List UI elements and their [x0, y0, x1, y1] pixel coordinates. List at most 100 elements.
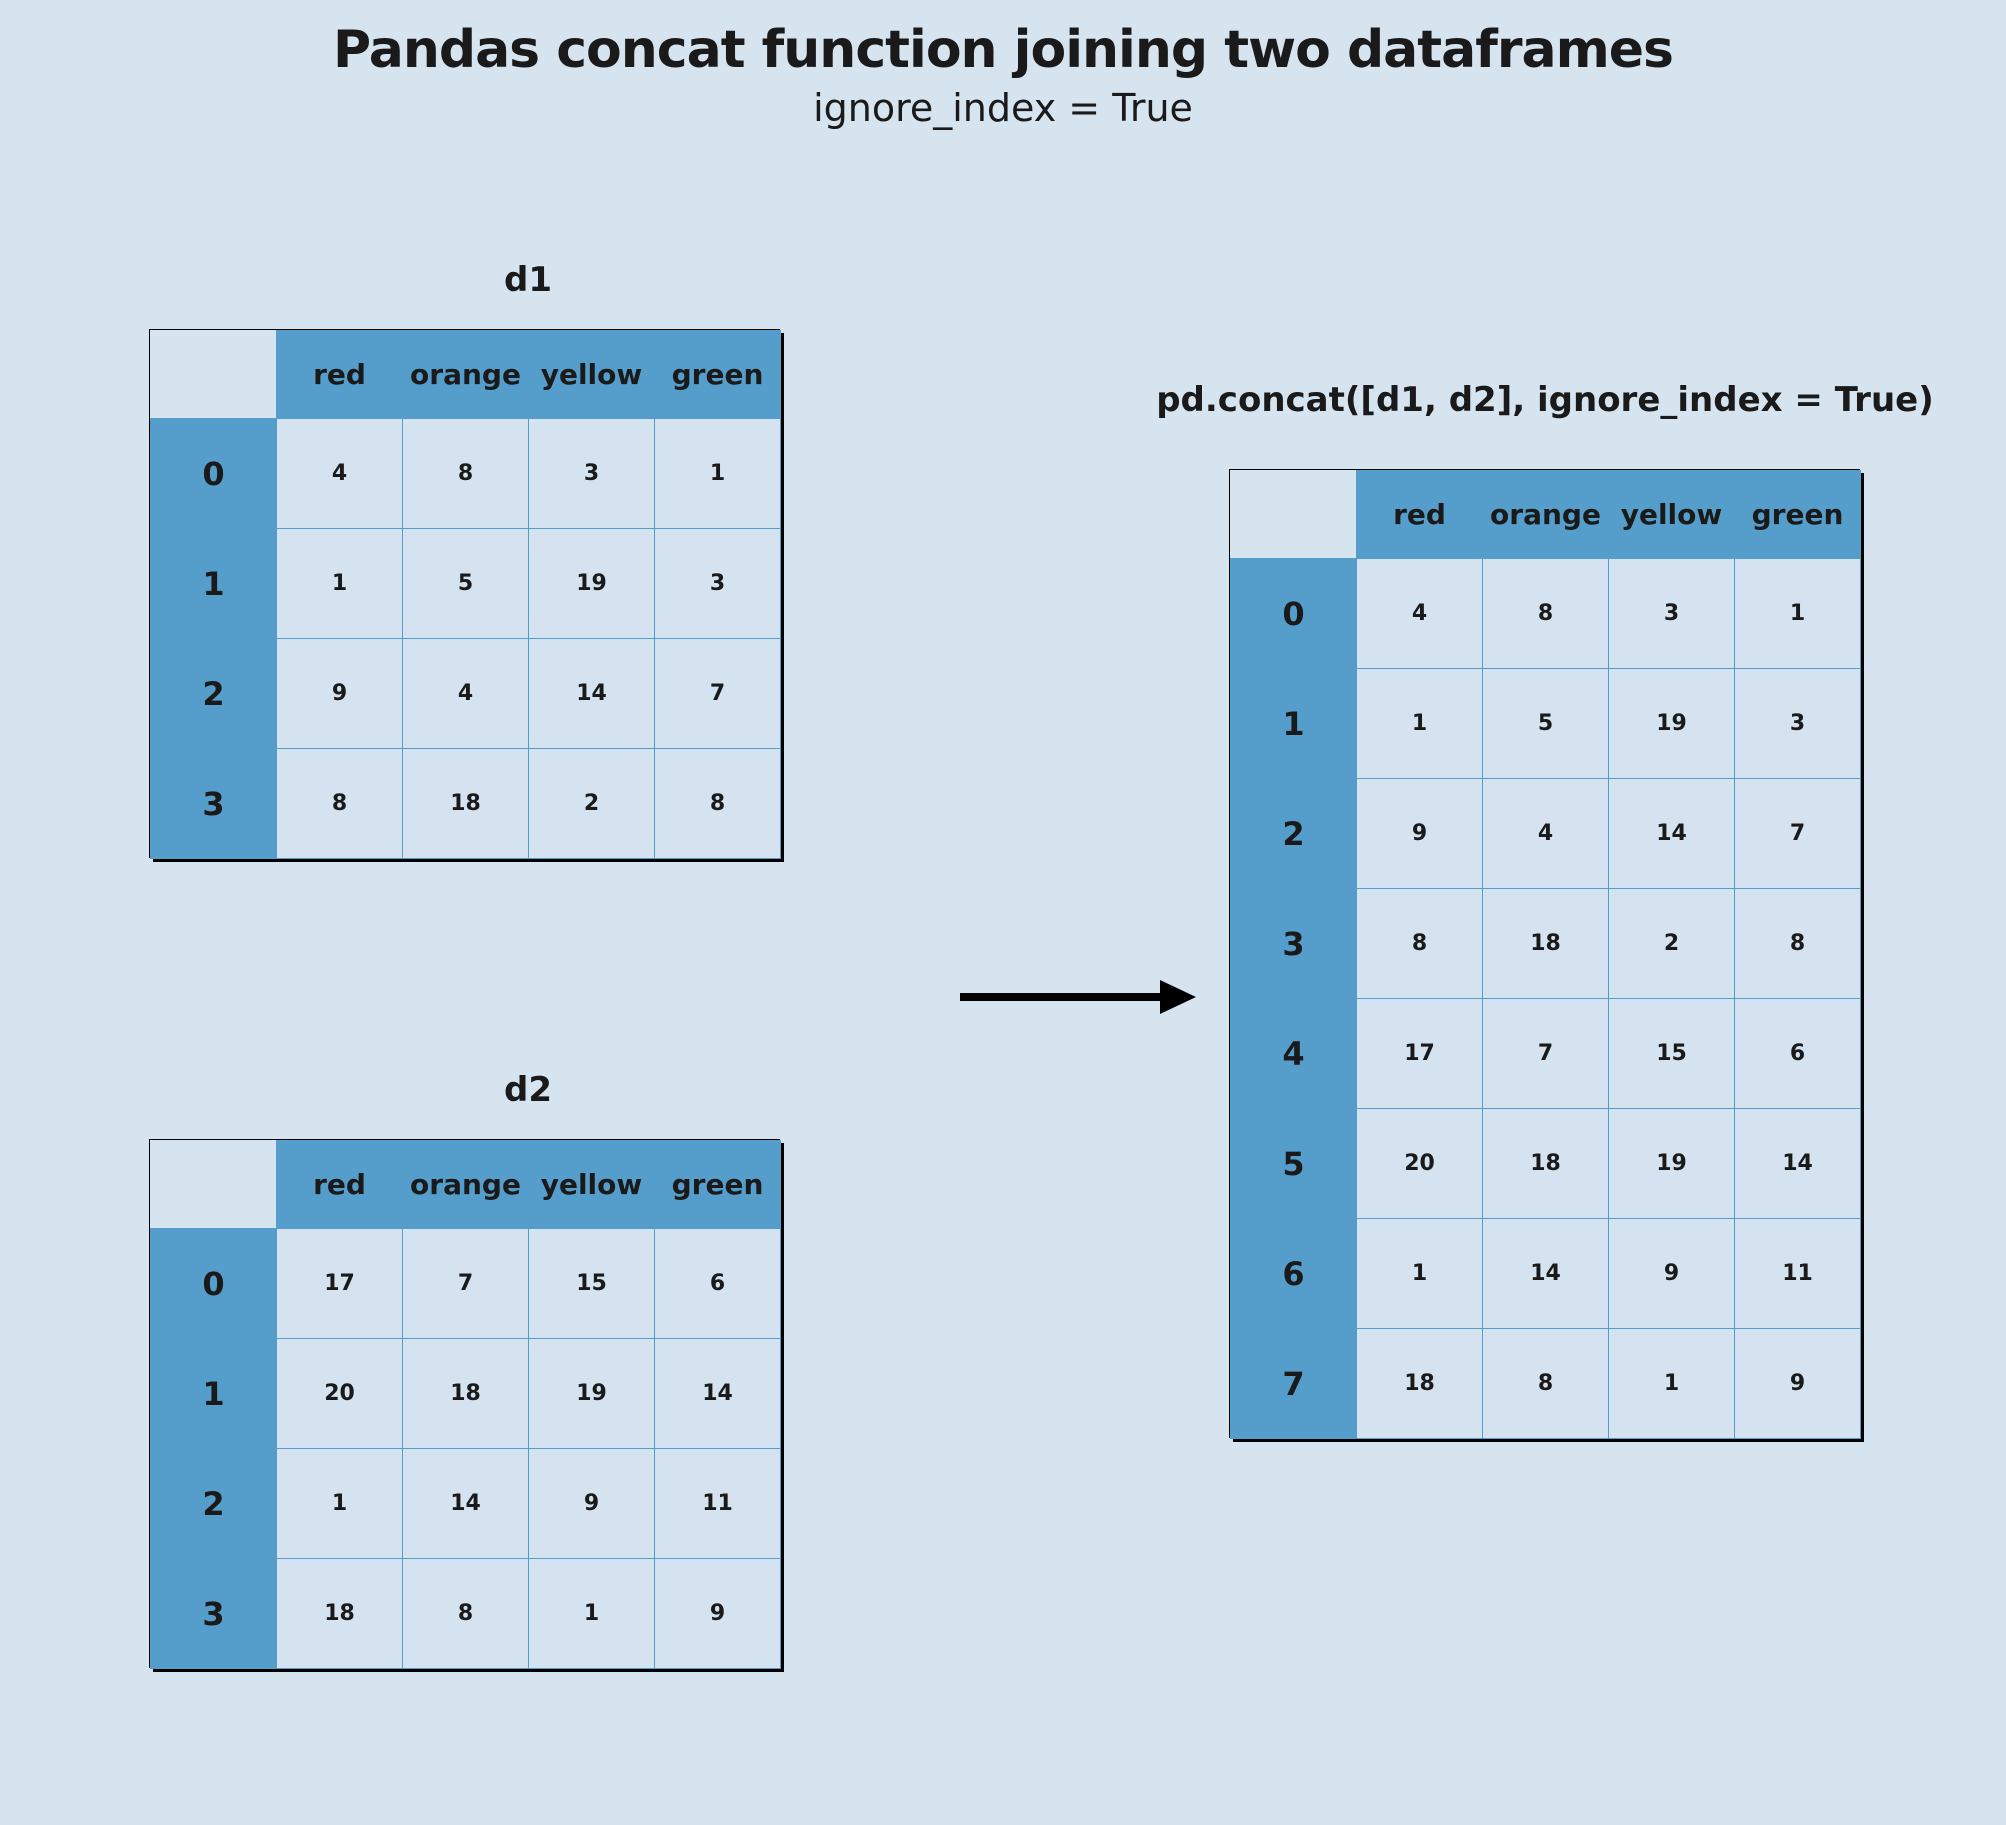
table-cell: 18: [277, 1559, 403, 1669]
table-cell: 11: [655, 1449, 781, 1559]
table-cell: 9: [277, 639, 403, 749]
table-row: 718819: [1231, 1329, 1861, 1439]
table-cell: 9: [529, 1449, 655, 1559]
table-cell: 8: [1735, 889, 1861, 999]
table-cell: 7: [1735, 779, 1861, 889]
row-index: 0: [151, 1229, 277, 1339]
table-cell: 1: [655, 419, 781, 529]
table-cell: 1: [277, 529, 403, 639]
dataframe-result-label: pd.concat([d1, d2], ignore_index = True): [1110, 380, 1980, 420]
table-row: 294147: [1231, 779, 1861, 889]
table-cell: 15: [1609, 999, 1735, 1109]
table-row: 294147: [151, 639, 781, 749]
table-cell: 9: [1609, 1219, 1735, 1329]
table-cell: 18: [403, 1339, 529, 1449]
table-cell: 19: [1609, 669, 1735, 779]
table-cell: 18: [1357, 1329, 1483, 1439]
table-cell: 8: [403, 419, 529, 529]
table-cell: 17: [1357, 999, 1483, 1109]
table-row: 381828: [151, 749, 781, 859]
table-cell: 6: [1735, 999, 1861, 1109]
table-row: 381828: [1231, 889, 1861, 999]
dataframe-d2: d2 redorangeyellowgreen01771561201819142…: [150, 1070, 781, 1669]
row-index: 7: [1231, 1329, 1357, 1439]
table-corner: [151, 331, 277, 419]
table-cell: 3: [1609, 559, 1735, 669]
column-header: red: [1357, 471, 1483, 559]
dataframe-d2-label: d2: [150, 1070, 780, 1110]
dataframe-d1-table: redorangeyellowgreen04831115193294147381…: [150, 330, 781, 859]
table-cell: 18: [1483, 889, 1609, 999]
table-cell: 3: [655, 529, 781, 639]
table-row: 120181914: [151, 1339, 781, 1449]
arrow-icon: [960, 975, 1196, 1019]
table-cell: 14: [1735, 1109, 1861, 1219]
table-row: 04831: [151, 419, 781, 529]
row-index: 1: [151, 529, 277, 639]
table-row: 6114911: [1231, 1219, 1861, 1329]
table-cell: 2: [1609, 889, 1735, 999]
table-cell: 1: [277, 1449, 403, 1559]
table-cell: 8: [403, 1559, 529, 1669]
row-index: 3: [1231, 889, 1357, 999]
column-header: green: [655, 331, 781, 419]
table-cell: 1: [529, 1559, 655, 1669]
table-cell: 8: [1483, 1329, 1609, 1439]
dataframe-d2-table: redorangeyellowgreen01771561201819142114…: [150, 1140, 781, 1669]
column-header: green: [1735, 471, 1861, 559]
column-header: red: [277, 1141, 403, 1229]
table-cell: 17: [277, 1229, 403, 1339]
table-cell: 14: [655, 1339, 781, 1449]
table-cell: 20: [277, 1339, 403, 1449]
table-cell: 9: [1357, 779, 1483, 889]
column-header: red: [277, 331, 403, 419]
table-cell: 7: [655, 639, 781, 749]
table-cell: 19: [1609, 1109, 1735, 1219]
table-cell: 5: [403, 529, 529, 639]
table-cell: 4: [277, 419, 403, 529]
table-cell: 19: [529, 529, 655, 639]
table-cell: 8: [1357, 889, 1483, 999]
table-row: 2114911: [151, 1449, 781, 1559]
dataframe-d1-label: d1: [150, 260, 780, 300]
table-cell: 4: [1483, 779, 1609, 889]
table-row: 0177156: [151, 1229, 781, 1339]
table-cell: 11: [1735, 1219, 1861, 1329]
table-cell: 14: [403, 1449, 529, 1559]
table-cell: 1: [1735, 559, 1861, 669]
table-cell: 9: [1735, 1329, 1861, 1439]
column-header: orange: [403, 331, 529, 419]
table-cell: 4: [1357, 559, 1483, 669]
column-header: yellow: [1609, 471, 1735, 559]
table-corner: [151, 1141, 277, 1229]
row-index: 5: [1231, 1109, 1357, 1219]
table-cell: 14: [529, 639, 655, 749]
column-header: orange: [403, 1141, 529, 1229]
table-cell: 7: [1483, 999, 1609, 1109]
table-cell: 8: [655, 749, 781, 859]
table-row: 520181914: [1231, 1109, 1861, 1219]
table-row: 04831: [1231, 559, 1861, 669]
header: Pandas concat function joining two dataf…: [0, 0, 2006, 130]
column-header: yellow: [529, 331, 655, 419]
row-index: 2: [1231, 779, 1357, 889]
table-cell: 20: [1357, 1109, 1483, 1219]
table-cell: 4: [403, 639, 529, 749]
row-index: 3: [151, 749, 277, 859]
row-index: 4: [1231, 999, 1357, 1109]
table-cell: 19: [529, 1339, 655, 1449]
row-index: 2: [151, 1449, 277, 1559]
dataframe-result: pd.concat([d1, d2], ignore_index = True)…: [1230, 380, 1980, 1439]
table-cell: 2: [529, 749, 655, 859]
table-cell: 8: [277, 749, 403, 859]
table-cell: 3: [529, 419, 655, 529]
table-corner: [1231, 471, 1357, 559]
row-index: 0: [1231, 559, 1357, 669]
table-row: 318819: [151, 1559, 781, 1669]
dataframe-result-table: redorangeyellowgreen04831115193294147381…: [1230, 470, 1980, 1439]
page-title: Pandas concat function joining two dataf…: [0, 20, 2006, 80]
table-cell: 14: [1609, 779, 1735, 889]
table-cell: 7: [403, 1229, 529, 1339]
page-subtitle: ignore_index = True: [0, 86, 2006, 130]
row-index: 2: [151, 639, 277, 749]
